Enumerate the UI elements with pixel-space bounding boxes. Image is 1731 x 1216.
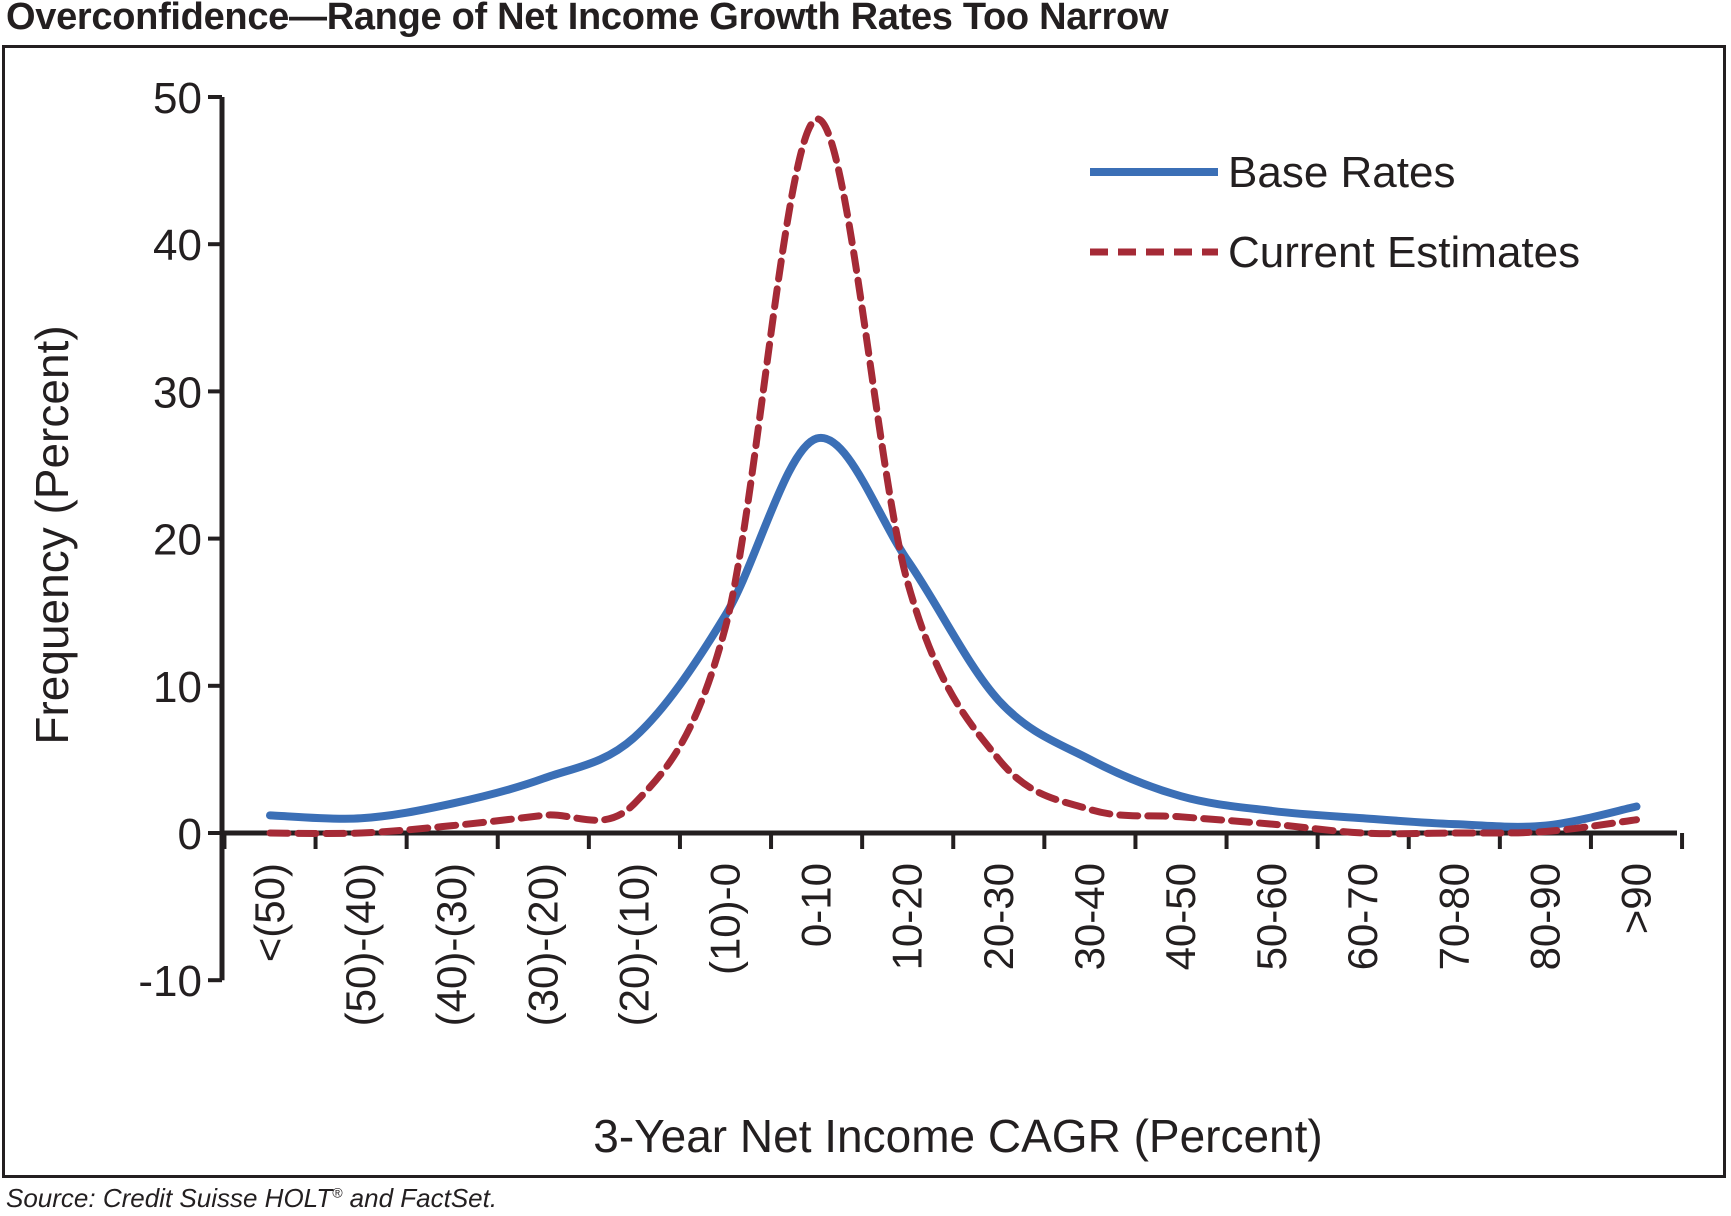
y-tick-label: -10 (138, 957, 202, 1006)
x-tick-label: (10)-0 (702, 863, 749, 975)
chart-frame (2, 45, 1726, 1178)
legend: Base Rates Current Estimates (1090, 148, 1580, 277)
x-tick-label: 0-10 (793, 863, 840, 947)
x-tick-label: 30-40 (1066, 863, 1113, 970)
y-tick-label: 50 (153, 74, 202, 123)
y-tick-label: 30 (153, 368, 202, 417)
x-tick-label: 80-90 (1521, 863, 1568, 970)
y-tick-label: 40 (153, 221, 202, 270)
y-tick-label: 20 (153, 516, 202, 565)
x-tick-label: 40-50 (1157, 863, 1204, 970)
source-prefix: Source: Credit Suisse HOLT (6, 1183, 333, 1213)
x-tick-label: (20)-(10) (610, 863, 657, 1026)
series-line-base-rates (266, 433, 1641, 831)
legend-label-base-rates: Base Rates (1228, 148, 1455, 197)
x-tick-label: 60-70 (1339, 863, 1386, 970)
chart-title: Overconfidence—Range of Net Income Growt… (6, 0, 1169, 38)
x-tick-label: (40)-(30) (428, 863, 475, 1026)
registered-mark: ® (332, 1184, 343, 1201)
x-tick-label: 10-20 (884, 863, 931, 970)
source-note: Source: Credit Suisse HOLT® and FactSet. (6, 1183, 497, 1214)
x-tick-label: 50-60 (1248, 863, 1295, 970)
axes: -10 0 10 20 30 40 50 <(50) (50)-(40) (40)-(30) (30… (138, 74, 1685, 1026)
y-tick-label: 0 (178, 810, 202, 859)
series-line-current-estimates (266, 115, 1640, 838)
x-tick-label: (30)-(20) (519, 863, 566, 1026)
x-tick-label: <(50) (246, 863, 293, 962)
x-tick-label: (50)-(40) (337, 863, 384, 1026)
x-tick-label: 70-80 (1430, 863, 1477, 970)
x-tick-label: 20-30 (975, 863, 1022, 970)
y-tick-label: 10 (153, 663, 202, 712)
x-axis-label: 3-Year Net Income CAGR (Percent) (593, 1110, 1322, 1162)
source-suffix: and FactSet. (342, 1183, 498, 1213)
legend-label-current-estimates: Current Estimates (1228, 228, 1580, 277)
series-lines (266, 115, 1641, 838)
x-tick-label: >90 (1613, 863, 1660, 934)
y-axis-label: Frequency (Percent) (26, 325, 78, 744)
